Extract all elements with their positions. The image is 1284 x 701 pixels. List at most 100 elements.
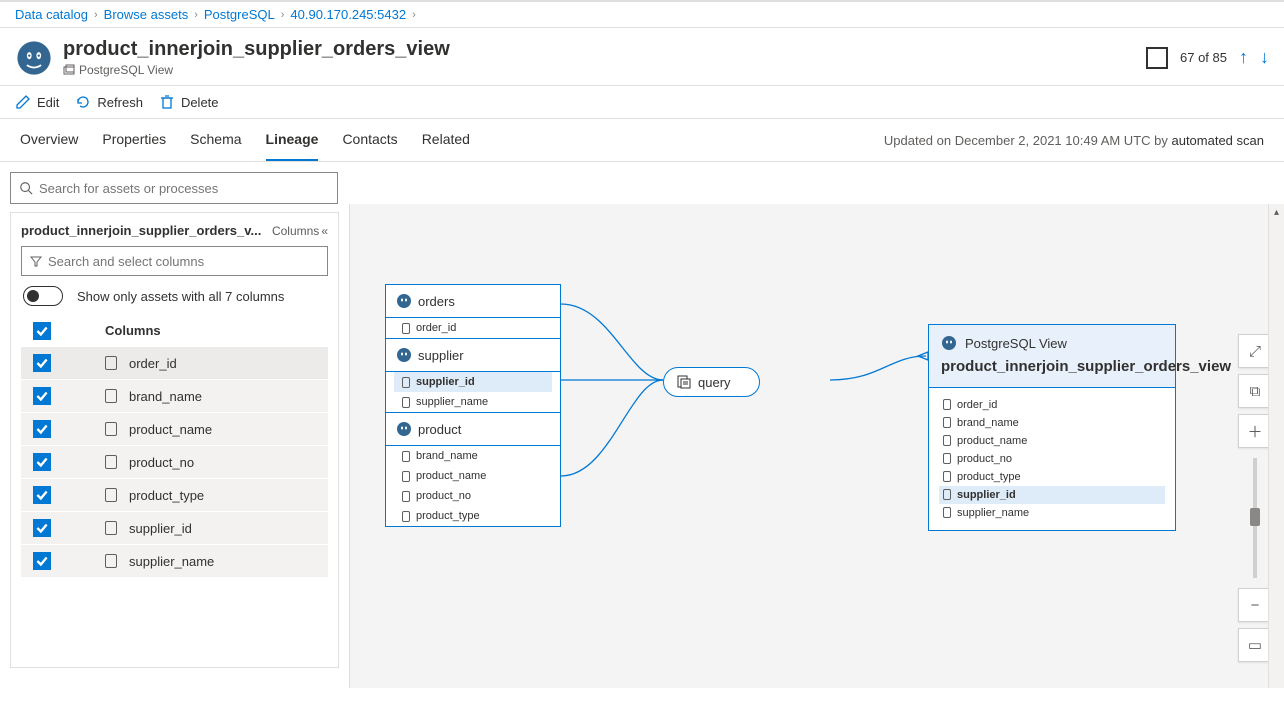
column-icon: [105, 554, 117, 568]
pager-prev[interactable]: ↑: [1239, 47, 1248, 68]
tab-contacts[interactable]: Contacts: [342, 119, 397, 161]
checkbox[interactable]: [33, 420, 51, 438]
fit-button[interactable]: ⧉: [1238, 374, 1272, 408]
column-icon: [105, 422, 117, 436]
pager-select-box[interactable]: [1146, 47, 1168, 69]
columns-header-row[interactable]: Columns: [21, 314, 328, 347]
column-name: supplier_id: [129, 521, 192, 536]
tab-properties[interactable]: Properties: [102, 119, 166, 161]
column-icon: [105, 389, 117, 403]
node-section-head: orders: [386, 285, 560, 318]
checkbox[interactable]: [33, 453, 51, 471]
tab-overview[interactable]: Overview: [20, 119, 78, 161]
column-icon: [105, 455, 117, 469]
checkbox[interactable]: [33, 519, 51, 537]
asset-subtype: PostgreSQL View: [63, 63, 450, 77]
page-title: product_innerjoin_supplier_orders_view: [63, 38, 450, 61]
checkbox[interactable]: [33, 354, 51, 372]
edit-button[interactable]: Edit: [15, 94, 59, 110]
column-name: product_name: [129, 422, 212, 437]
breadcrumb-link[interactable]: PostgreSQL: [204, 7, 275, 22]
tab-related[interactable]: Related: [422, 119, 470, 161]
query-node[interactable]: query: [663, 367, 760, 397]
column-row[interactable]: supplier_id: [21, 512, 328, 545]
breadcrumb-link[interactable]: 40.90.170.245:5432: [290, 7, 406, 22]
view-field[interactable]: product_no: [939, 450, 1165, 468]
node-field[interactable]: supplier_id: [394, 372, 552, 392]
pager: 67 of 85 ↑ ↓: [1146, 47, 1269, 69]
node-field[interactable]: order_id: [386, 318, 560, 338]
node-section-head: supplier: [386, 339, 560, 372]
view-field[interactable]: product_name: [939, 432, 1165, 450]
fullscreen-button[interactable]: ⤢: [1238, 334, 1272, 368]
column-name: product_no: [129, 455, 194, 470]
column-icon: [105, 356, 117, 370]
updated-timestamp: Updated on December 2, 2021 10:49 AM UTC…: [884, 133, 1264, 148]
pencil-icon: [15, 94, 31, 110]
view-field[interactable]: product_type: [939, 468, 1165, 486]
column-icon: [105, 521, 117, 535]
query-icon: [676, 374, 692, 390]
column-row[interactable]: product_name: [21, 413, 328, 446]
lineage-canvas[interactable]: ordersorder_idsuppliersupplier_idsupplie…: [349, 204, 1284, 688]
node-field[interactable]: brand_name: [386, 446, 560, 466]
view-field[interactable]: brand_name: [939, 414, 1165, 432]
column-row[interactable]: product_no: [21, 446, 328, 479]
panel-title: product_innerjoin_supplier_orders_v...: [21, 223, 261, 238]
chevron-right-icon: ›: [194, 9, 198, 21]
tab-schema[interactable]: Schema: [190, 119, 241, 161]
node-field[interactable]: product_name: [386, 466, 560, 486]
view-icon: [63, 64, 75, 76]
breadcrumb-link[interactable]: Browse assets: [104, 7, 189, 22]
column-name: order_id: [129, 356, 177, 371]
column-name: supplier_name: [129, 554, 214, 569]
title-row: product_innerjoin_supplier_orders_view P…: [0, 28, 1284, 85]
minimap-button[interactable]: ▭: [1238, 628, 1272, 662]
view-field[interactable]: supplier_name: [939, 504, 1165, 522]
source-node[interactable]: ordersorder_idsuppliersupplier_idsupplie…: [385, 284, 561, 527]
vertical-scrollbar[interactable]: ▴: [1268, 204, 1284, 688]
view-title: product_innerjoin_supplier_orders_view: [941, 357, 1163, 377]
view-field[interactable]: supplier_id: [939, 486, 1165, 504]
node-field[interactable]: supplier_name: [386, 392, 560, 412]
checkbox[interactable]: [33, 552, 51, 570]
postgresql-icon: [15, 39, 53, 77]
breadcrumbs: Data catalog›Browse assets›PostgreSQL›40…: [0, 2, 1284, 27]
view-node[interactable]: PostgreSQL View product_innerjoin_supplie…: [928, 324, 1176, 531]
node-field[interactable]: product_type: [386, 506, 560, 526]
breadcrumb-link[interactable]: Data catalog: [15, 7, 88, 22]
node-section-head: product: [386, 413, 560, 446]
checkbox[interactable]: [33, 387, 51, 405]
view-type-label: PostgreSQL View: [965, 336, 1067, 351]
pager-next[interactable]: ↓: [1260, 47, 1269, 68]
view-field[interactable]: order_id: [939, 396, 1165, 414]
zoom-in-button[interactable]: ＋: [1238, 414, 1272, 448]
filter-columns-wrap[interactable]: [21, 246, 328, 276]
zoom-out-button[interactable]: −: [1238, 588, 1272, 622]
column-row[interactable]: supplier_name: [21, 545, 328, 578]
show-only-toggle[interactable]: [23, 286, 63, 306]
refresh-button[interactable]: Refresh: [75, 94, 143, 110]
postgresql-icon: [396, 347, 412, 363]
tabs: Overview Properties Schema Lineage Contacts R…: [20, 119, 470, 161]
tab-lineage[interactable]: Lineage: [266, 119, 319, 161]
checkbox-all[interactable]: [33, 322, 51, 340]
search-assets-input[interactable]: [39, 181, 329, 196]
column-row[interactable]: brand_name: [21, 380, 328, 413]
columns-header-label: Columns: [105, 323, 161, 338]
column-row[interactable]: order_id: [21, 347, 328, 380]
canvas-controls: ⤢ ⧉ ＋ − ▭: [1238, 334, 1272, 662]
search-assets-wrap[interactable]: [10, 172, 338, 204]
node-field[interactable]: product_no: [386, 486, 560, 506]
columns-collapse[interactable]: Columns «: [272, 224, 328, 238]
postgresql-icon: [941, 335, 957, 351]
toggle-label: Show only assets with all 7 columns: [77, 289, 284, 304]
chevron-right-icon: ›: [94, 9, 98, 21]
filter-columns-input[interactable]: [48, 254, 319, 269]
delete-button[interactable]: Delete: [159, 94, 219, 110]
zoom-slider[interactable]: [1253, 458, 1257, 578]
toolbar: Edit Refresh Delete: [0, 85, 1284, 119]
checkbox[interactable]: [33, 486, 51, 504]
column-icon: [105, 488, 117, 502]
column-row[interactable]: product_type: [21, 479, 328, 512]
